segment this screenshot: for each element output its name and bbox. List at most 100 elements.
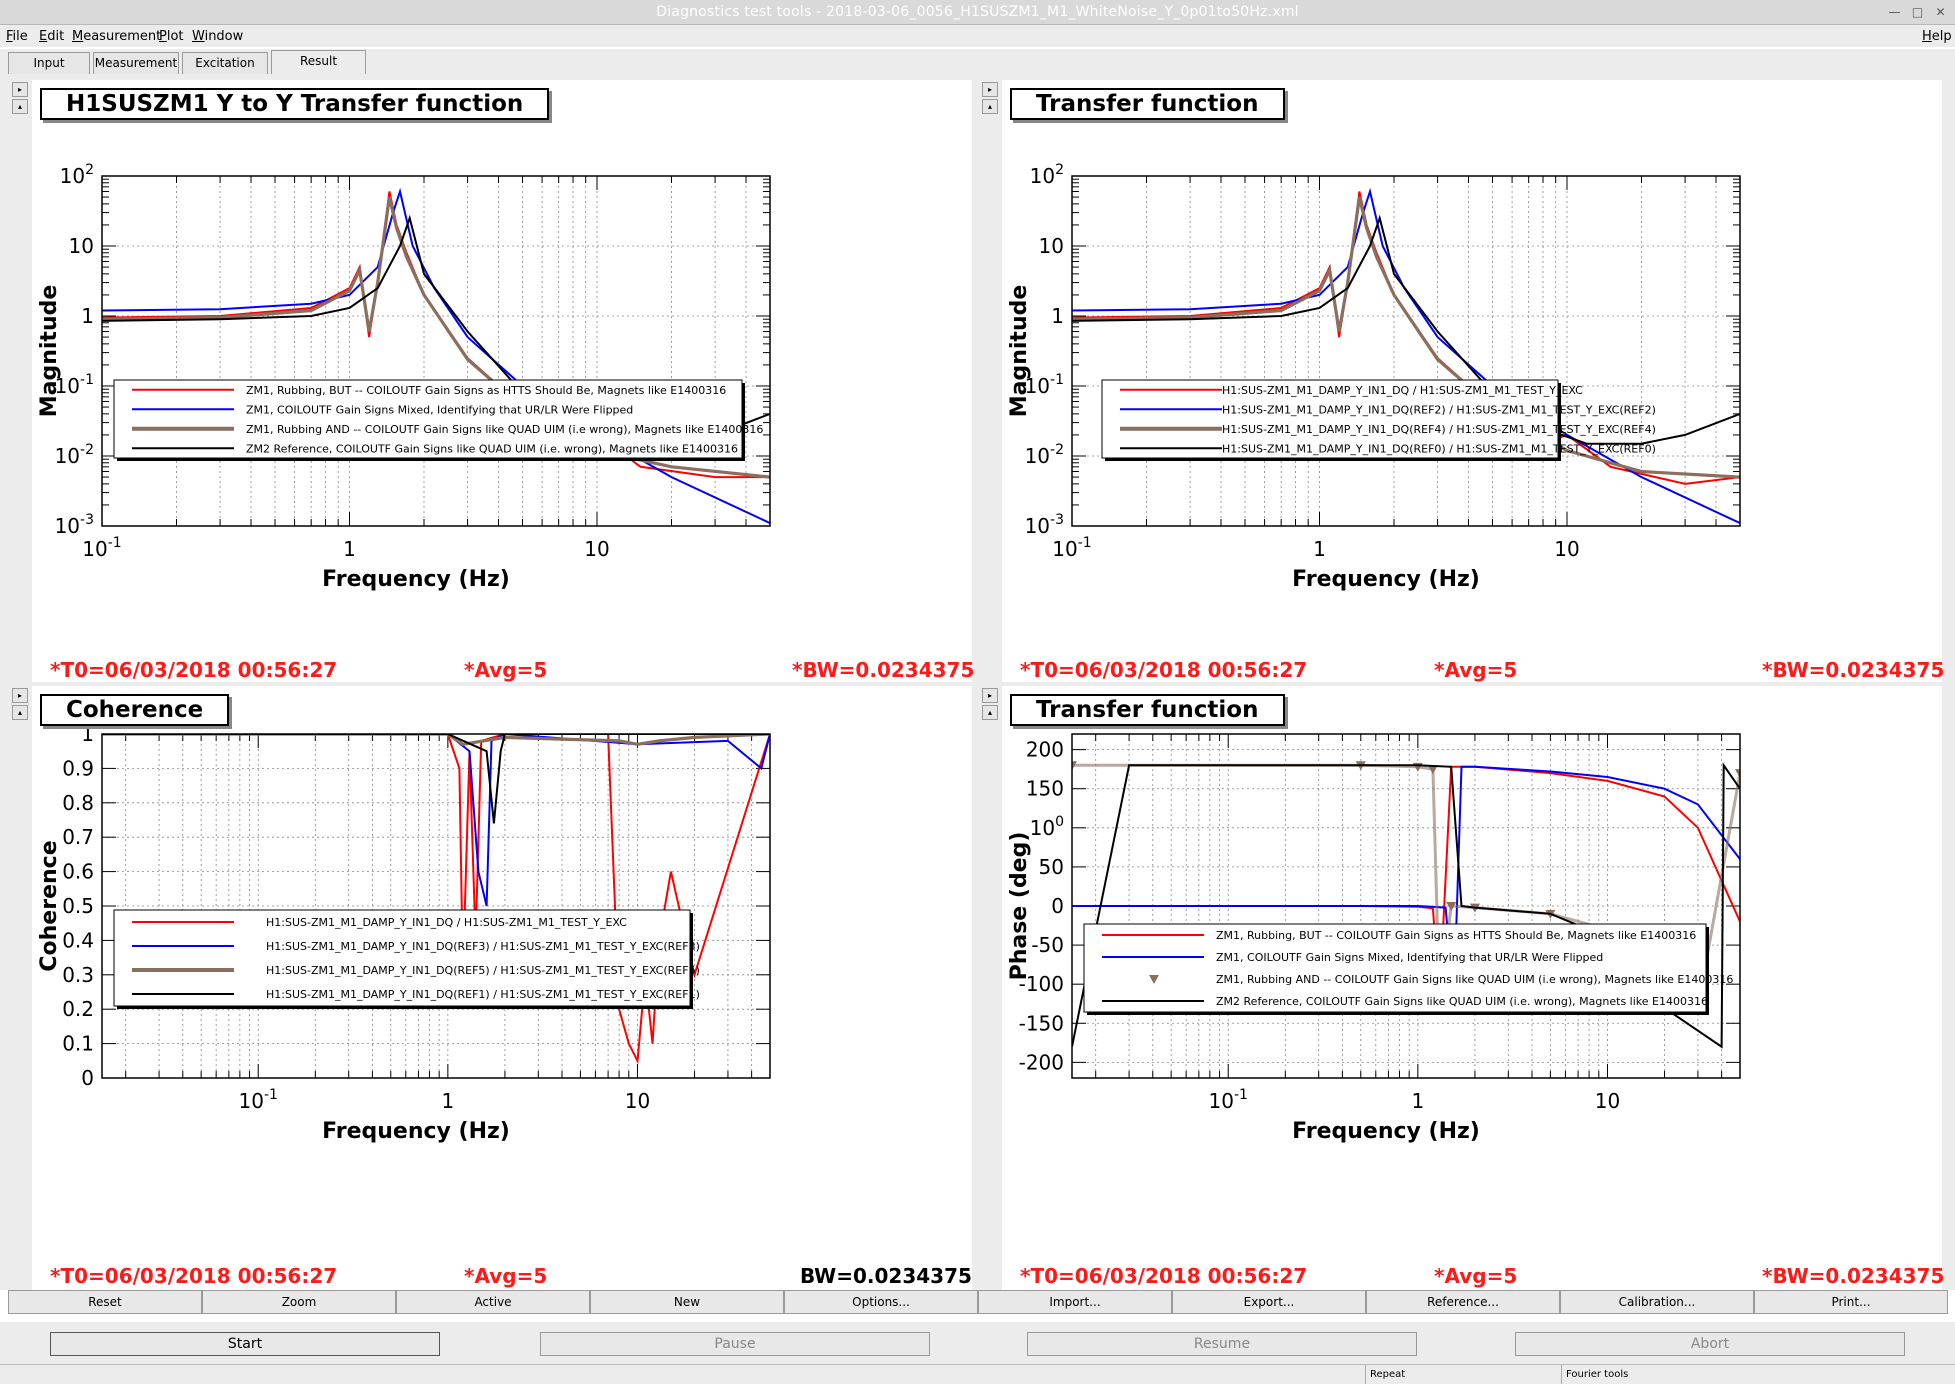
y-axis-label: Magnitude	[37, 285, 62, 418]
collapse-up-icon[interactable]: ▴	[982, 705, 998, 720]
menu-plot[interactable]: Plot	[159, 29, 184, 44]
series-line	[102, 734, 770, 1065]
y-tick-label: 0.2	[62, 997, 94, 1021]
plot-pad-magnitude-1[interactable]: 10-1 1 10 10-3 10-2 10-1 1 10 102 Frequency (Hz) M…	[32, 80, 975, 682]
abort-button[interactable]: Abort	[1515, 1332, 1905, 1356]
coherence-plot[interactable]: 10-1 1 10 0 0.1 0.2 0.3 0.4 0.5 0.6 0.7 0.8 0.9 1 Freq…	[32, 686, 972, 1290]
collapse-up-icon[interactable]: ▴	[12, 705, 28, 720]
x-tick-label: 10-1	[1209, 1087, 1248, 1113]
pad-controls-top-left: ▸ ▴	[12, 82, 28, 116]
y-tick-label: -200	[1019, 1050, 1064, 1074]
y-tick-label: 1	[81, 304, 94, 328]
y-tick-label: 0.4	[62, 928, 94, 952]
series-line	[102, 734, 770, 746]
status-bw: *BW=0.0234375	[792, 658, 975, 682]
legend-entry: H1:SUS-ZM1_M1_DAMP_Y_IN1_DQ(REF5) / H1:S…	[266, 964, 700, 977]
axes-border	[1071, 175, 1741, 527]
menu-file[interactable]: File	[6, 29, 28, 44]
y-tick-label: 0.9	[62, 756, 94, 780]
x-tick-label: 10	[584, 537, 609, 561]
close-icon[interactable]: ✕	[1935, 5, 1946, 19]
plot-title: Coherence	[40, 694, 230, 726]
x-tick-label: 10	[1554, 537, 1579, 561]
legend-box	[1083, 923, 1707, 1013]
new-button[interactable]: New	[590, 1290, 784, 1314]
calibration-button[interactable]: Calibration...	[1560, 1290, 1754, 1314]
zoom-button[interactable]: Zoom	[202, 1290, 396, 1314]
maximize-icon[interactable]: □	[1911, 5, 1924, 19]
start-button[interactable]: Start	[50, 1332, 440, 1356]
active-button[interactable]: Active	[396, 1290, 590, 1314]
y-tick-labels: 0 0.1 0.2 0.3 0.4 0.5 0.6 0.7 0.8 0.9 1	[62, 722, 94, 1090]
y-tick-label: 10-2	[55, 442, 94, 468]
plot-pad-magnitude-2[interactable]: 10-1 1 10 10-3 10-2 10-1 1 10 102 Frequency (Hz) M…	[1002, 80, 1944, 682]
legend-entry: ZM1, COILOUTF Gain Signs Mixed, Identify…	[1216, 951, 1603, 964]
options-button[interactable]: Options...	[784, 1290, 978, 1314]
y-tick-label: 50	[1039, 855, 1064, 879]
legend-entry: ZM1, Rubbing AND -- COILOUTF Gain Signs …	[1216, 973, 1733, 986]
export-button[interactable]: Export...	[1172, 1290, 1366, 1314]
grid-y	[102, 175, 770, 527]
x-axis-label: Frequency (Hz)	[322, 567, 510, 592]
plot-pad-coherence[interactable]: 10-1 1 10 0 0.1 0.2 0.3 0.4 0.5 0.6 0.7 0.8 0.9 1 Freq…	[32, 686, 972, 1290]
resume-button[interactable]: Resume	[1027, 1332, 1417, 1356]
legend: ZM1, Rubbing, BUT -- COILOUTF Gain Signs…	[1083, 923, 1733, 1015]
menubar: File Edit Measurement Plot Window Help	[0, 25, 1955, 47]
status-repeat: Repeat	[1365, 1365, 1561, 1384]
menu-window[interactable]: Window	[192, 29, 244, 44]
expand-right-icon[interactable]: ▸	[982, 688, 998, 703]
x-tick-label: 1	[1313, 537, 1326, 561]
print-button[interactable]: Print...	[1754, 1290, 1948, 1314]
legend-entry: H1:SUS-ZM1_M1_DAMP_Y_IN1_DQ / H1:SUS-ZM1…	[1222, 384, 1583, 397]
magnitude-plot-1[interactable]: 10-1 1 10 10-3 10-2 10-1 1 10 102 Frequency (Hz) M…	[32, 80, 972, 682]
collapse-up-icon[interactable]: ▴	[12, 99, 28, 114]
menu-help[interactable]: Help	[1922, 29, 1952, 44]
y-tick-label: 10-2	[1025, 442, 1064, 468]
legend-entry: ZM1, COILOUTF Gain Signs Mixed, Identify…	[246, 403, 633, 416]
y-tick-label: -100	[1019, 972, 1064, 996]
tab-input[interactable]: Input	[8, 52, 90, 74]
y-tick-label: 0.5	[62, 894, 94, 918]
pause-button[interactable]: Pause	[540, 1332, 930, 1356]
series-line	[102, 187, 770, 525]
phase-plot[interactable]: 10-1 1 10 -200 -150 -100 -50 0 50 100 150 200 Freque…	[1002, 686, 1942, 1290]
tab-result[interactable]: Result	[271, 50, 366, 74]
x-tick-labels: 10-1 1 10	[1209, 1087, 1621, 1113]
grid-y	[102, 733, 770, 1079]
reference-button[interactable]: Reference...	[1366, 1290, 1560, 1314]
expand-right-icon[interactable]: ▸	[12, 82, 28, 97]
y-tick-label: 0.1	[62, 1032, 94, 1056]
import-button[interactable]: Import...	[978, 1290, 1172, 1314]
series-line	[102, 734, 770, 824]
y-tick-label: -150	[1019, 1011, 1064, 1035]
x-tick-labels: 10-1 1 10	[82, 535, 609, 561]
status-avg: *Avg=5	[464, 1264, 548, 1288]
pad-controls-top-right: ▸ ▴	[982, 82, 998, 116]
status-bw: *BW=0.0234375	[1762, 1264, 1945, 1288]
tab-bar: Input Measurement Excitation Result	[0, 49, 1955, 74]
collapse-up-icon[interactable]: ▴	[982, 99, 998, 114]
expand-right-icon[interactable]: ▸	[12, 688, 28, 703]
legend: H1:SUS-ZM1_M1_DAMP_Y_IN1_DQ / H1:SUS-ZM1…	[113, 909, 700, 1009]
menu-edit[interactable]: Edit	[39, 29, 65, 44]
expand-right-icon[interactable]: ▸	[982, 82, 998, 97]
series-group	[102, 187, 770, 525]
series-line	[1072, 762, 1740, 1049]
menu-measurement[interactable]: Measurement	[72, 29, 162, 44]
x-axis-label: Frequency (Hz)	[322, 1119, 510, 1144]
y-tick-label: 10	[69, 234, 94, 258]
tab-excitation[interactable]: Excitation	[182, 52, 268, 74]
reset-button[interactable]: Reset	[8, 1290, 202, 1314]
legend: ZM1, Rubbing, BUT -- COILOUTF Gain Signs…	[113, 379, 763, 461]
minimize-icon[interactable]: —	[1888, 5, 1901, 19]
y-tick-label: 102	[1030, 162, 1064, 188]
legend-entry: H1:SUS-ZM1_M1_DAMP_Y_IN1_DQ / H1:SUS-ZM1…	[266, 916, 627, 929]
legend-entry: H1:SUS-ZM1_M1_DAMP_Y_IN1_DQ(REF1) / H1:S…	[266, 988, 700, 1001]
y-tick-label: 10-1	[55, 372, 94, 398]
tab-measurement[interactable]: Measurement	[93, 52, 179, 74]
x-tick-label: 10	[625, 1089, 650, 1113]
plot-pad-phase[interactable]: 10-1 1 10 -200 -150 -100 -50 0 50 100 150 200 Freque…	[1002, 686, 1945, 1290]
y-tick-label: 0.6	[62, 860, 94, 884]
y-axis-label: Coherence	[37, 840, 62, 971]
